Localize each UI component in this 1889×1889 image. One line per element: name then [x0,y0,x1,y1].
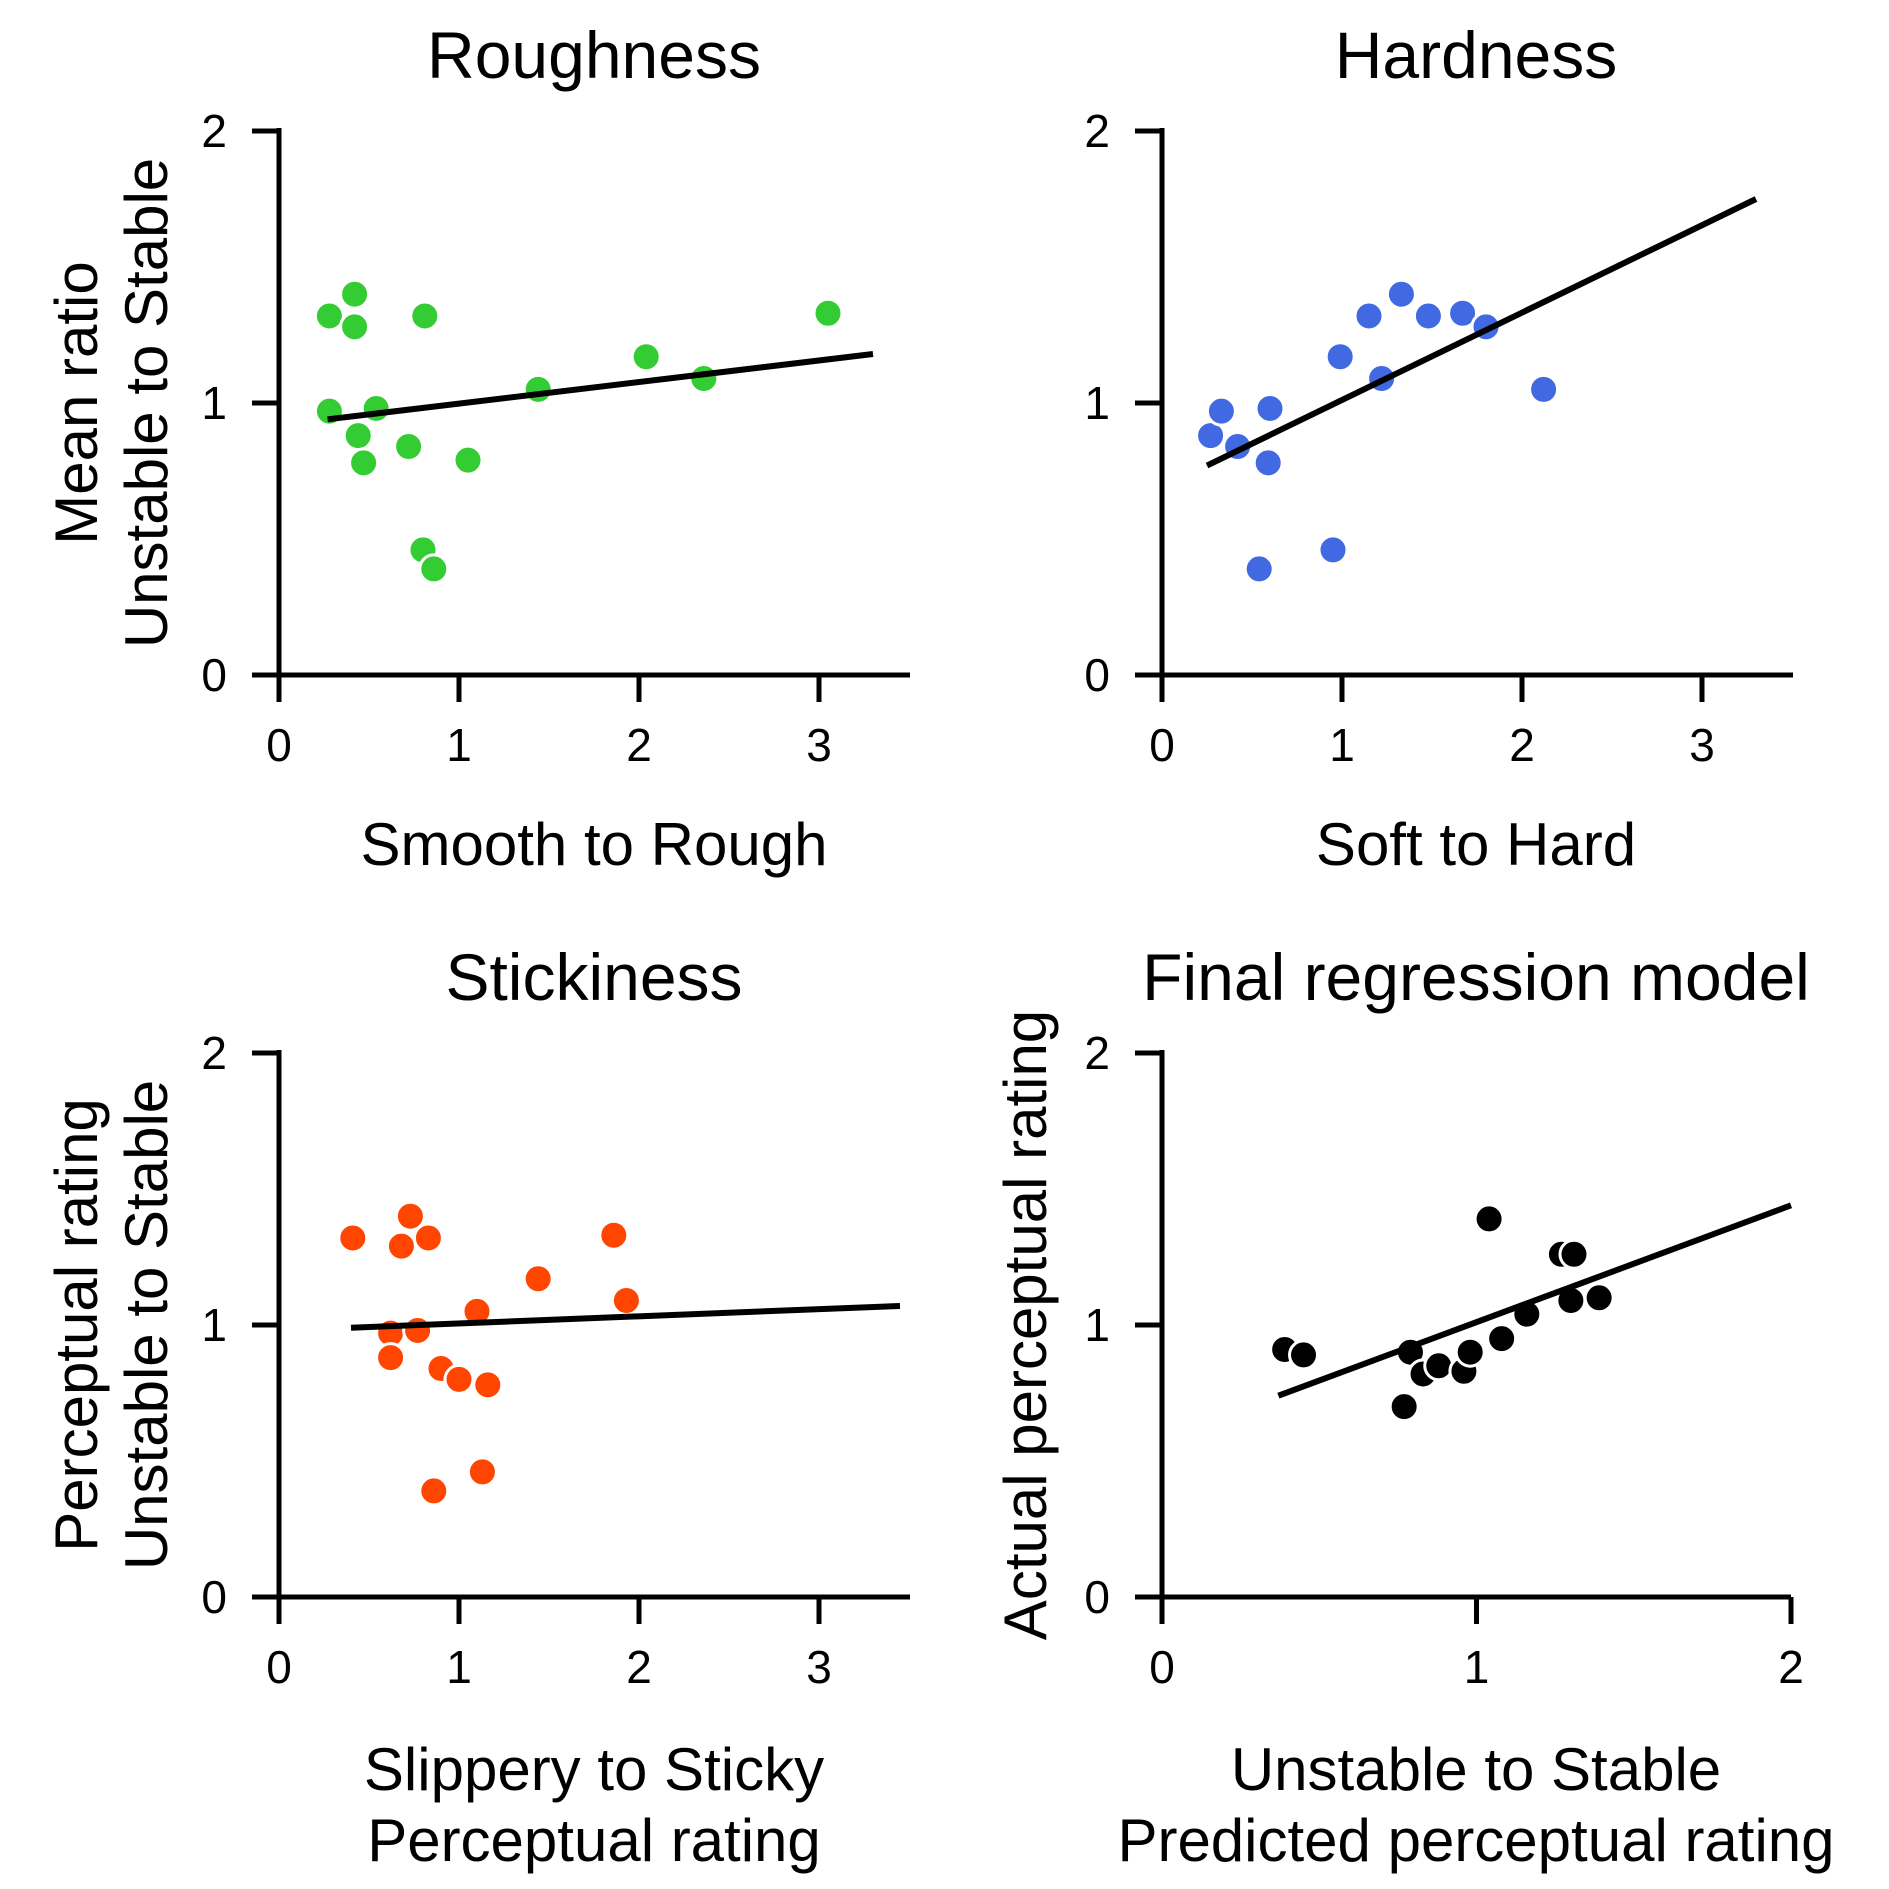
data-point [409,300,441,332]
data-point [1447,297,1479,329]
x-tick-label: 0 [266,719,292,771]
data-point [522,1263,554,1295]
x-tick-label: 1 [446,1641,472,1693]
x-tick-label: 1 [1464,1641,1490,1693]
data-point [339,311,371,343]
data-point [393,431,425,463]
data-point [1583,1282,1615,1314]
data-point [1454,1336,1486,1368]
data-point [1288,1339,1320,1371]
data-point [1254,392,1286,424]
x-tick-label: 3 [806,719,832,771]
y-tick-label: 2 [1084,1027,1110,1079]
data-point [1473,1203,1505,1235]
data-point [443,1363,475,1395]
data-point [385,1230,417,1262]
data-point [688,363,720,395]
data-point [337,1222,369,1254]
data-point [522,373,554,405]
x-axis-label: Slippery to Sticky [364,1736,824,1803]
y-tick-label: 0 [201,1571,227,1623]
x-tick-label: 2 [626,1641,652,1693]
data-point [375,1342,407,1374]
x-axis-label: Perceptual rating [367,1807,821,1874]
data-point [1558,1238,1590,1270]
chart-panel-2: Hardness 0 1 2 0 1 2 3 Soft to Hard [1084,18,1793,878]
data-point [348,447,380,479]
data-point [466,1456,498,1488]
y-tick-label: 0 [1084,1571,1110,1623]
data-point [394,1200,426,1232]
x-axis-label: Unstable to Stable [1231,1736,1721,1803]
y-tick-label: 2 [1084,105,1110,157]
data-point [1317,534,1349,566]
data-point [630,341,662,373]
x-tick-label: 1 [446,719,472,771]
data-point [472,1369,504,1401]
regression-line [1205,196,1758,469]
chart-title: Stickiness [445,940,742,1014]
y-axis-label: Mean ratio [43,261,110,544]
y-tick-label: 1 [1084,377,1110,429]
data-point [610,1285,642,1317]
x-tick-label: 0 [266,1641,292,1693]
x-axis-label: Soft to Hard [1316,811,1636,878]
regression-line [350,1302,901,1331]
regression-line [1277,1202,1793,1399]
chart-panel-4: Final regression model 0 1 2 0 1 2 Unstable to … [992,940,1835,1874]
data-point [1528,373,1560,405]
data-point [1324,341,1356,373]
data-point [812,297,844,329]
y-axis-label: Perceptual rating [43,1098,110,1552]
x-tick-label: 2 [626,719,652,771]
y-tick-label: 0 [1084,649,1110,701]
regression-line [327,351,874,423]
x-tick-label: 1 [1329,719,1355,771]
y-tick-label: 1 [201,377,227,429]
chart-title: Final regression model [1142,940,1810,1014]
y-tick-label: 2 [201,1027,227,1079]
data-point [1388,1391,1420,1423]
x-tick-label: 2 [1509,719,1535,771]
data-point [342,420,374,452]
data-point [1385,278,1417,310]
data-point [452,444,484,476]
x-axis-label: Predicted perceptual rating [1117,1807,1834,1874]
x-axis-label: Smooth to Rough [361,811,828,878]
data-point [418,553,450,585]
data-point [1243,553,1275,585]
chart-title: Roughness [427,18,761,92]
chart-panel-1: Roughness 0 1 2 0 1 2 3 Smooth to Rough Mean rati… [43,18,910,878]
data-point [1486,1323,1518,1355]
x-tick-label: 2 [1778,1641,1804,1693]
data-point [402,1314,434,1346]
y-tick-label: 2 [201,105,227,157]
data-point [360,392,392,424]
data-point [598,1219,630,1251]
data-point [1353,300,1385,332]
data-point [339,278,371,310]
data-point [1252,447,1284,479]
data-point [313,300,345,332]
data-point [1423,1350,1455,1382]
y-axis-label: Actual perceptual rating [992,1010,1059,1640]
data-point [1205,395,1237,427]
data-point [418,1475,450,1507]
y-axis-label: Unstable to Stable [113,1080,180,1570]
y-tick-label: 1 [1084,1299,1110,1351]
y-axis-label: Unstable to Stable [113,158,180,648]
x-tick-label: 3 [806,1641,832,1693]
y-tick-label: 0 [201,649,227,701]
x-tick-label: 0 [1149,719,1175,771]
y-tick-label: 1 [201,1299,227,1351]
x-tick-label: 3 [1689,719,1715,771]
chart-title: Hardness [1335,18,1617,92]
data-point [412,1222,444,1254]
data-point [1412,300,1444,332]
x-tick-label: 0 [1149,1641,1175,1693]
